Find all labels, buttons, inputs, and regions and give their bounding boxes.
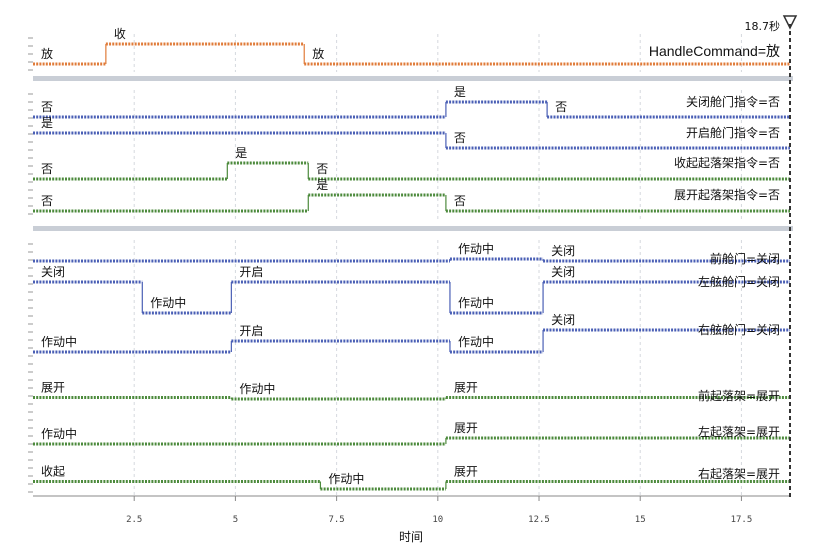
signal-state-label-1-2-1: 是: [235, 146, 247, 160]
signal-readout-2-3: 前起落架=展开: [698, 388, 780, 403]
signal-state-label-2-2-3: 关闭: [551, 313, 575, 327]
x-tick-label-3: 10: [432, 515, 443, 525]
signal-state-label-1-3-2: 否: [454, 194, 466, 208]
signal-state-label-2-1-3: 作动中: [458, 295, 494, 310]
x-tick-label-1: 5: [233, 515, 238, 525]
signal-state-label-2-1-4: 关闭: [551, 265, 575, 279]
signal-state-label-2-1-2: 开启: [239, 265, 263, 279]
signal-state-label-2-2-0: 作动中: [41, 334, 77, 349]
signal-readout-2-2: 右舷舱门=关闭: [698, 322, 780, 337]
signal-readout-1-0: 关闭舱门指令=否: [686, 94, 780, 109]
x-tick-label-0: 2.5: [126, 515, 142, 525]
time-cursor-handle-icon: [782, 15, 798, 30]
signal-state-label-2-0-1: 作动中: [458, 241, 494, 256]
signal-state-label-2-2-2: 作动中: [458, 334, 494, 349]
time-cursor-label: 18.7秒: [745, 19, 781, 33]
signal-state-label-2-4-1: 展开: [454, 421, 478, 435]
signal-state-label-2-5-0: 收起: [41, 465, 65, 479]
signal-readout-1-2: 收起起落架指令=否: [674, 155, 780, 170]
signal-readout-1-1: 开启舱门指令=否: [686, 125, 780, 140]
signal-readout-2-1: 左舷舱门=关闭: [698, 274, 780, 289]
signal-state-label-1-0-0: 否: [41, 100, 53, 114]
signal-state-label-0-0-1: 收: [114, 27, 126, 41]
x-axis-title: 时间: [399, 530, 423, 544]
signal-readout-2-0: 前舱门=关闭: [710, 251, 780, 266]
signal-state-label-2-1-1: 作动中: [150, 295, 186, 310]
signal-readout-2-4: 左起落架=展开: [698, 424, 780, 439]
signal-state-label-2-5-1: 作动中: [328, 471, 364, 486]
signal-state-label-0-0-2: 放: [312, 46, 324, 61]
signal-state-label-1-0-1: 是: [454, 85, 466, 99]
x-tick-label-4: 12.5: [528, 515, 550, 525]
signal-state-label-2-5-2: 展开: [454, 465, 478, 479]
signal-state-label-1-1-1: 否: [454, 131, 466, 145]
signal-state-label-0-0-0: 放: [41, 46, 53, 61]
signal-readout-2-5: 右起落架=展开: [698, 466, 780, 481]
signal-state-label-1-2-2: 否: [316, 162, 328, 176]
x-tick-label-5: 15: [635, 515, 646, 525]
signal-readout-1-3: 展开起落架指令=否: [674, 187, 780, 202]
signal-state-label-1-3-0: 否: [41, 194, 53, 208]
signal-state-label-1-2-0: 否: [41, 162, 53, 176]
signal-readout-0-0: HandleCommand=放: [649, 43, 780, 59]
signal-state-label-2-3-2: 展开: [454, 381, 478, 395]
signal-state-label-2-2-1: 开启: [239, 324, 263, 338]
signal-state-label-1-3-1: 是: [316, 178, 328, 192]
signal-state-label-1-1-0: 是: [41, 116, 53, 130]
signal-state-label-2-1-0: 关闭: [41, 265, 65, 279]
signal-state-label-1-0-2: 否: [555, 100, 567, 114]
x-tick-label-2: 7.5: [328, 515, 344, 525]
panel-separator-2: [33, 226, 793, 231]
panel-separator-1: [33, 76, 793, 81]
signal-state-label-2-3-0: 展开: [41, 381, 65, 395]
signal-state-label-2-0-2: 关闭: [551, 244, 575, 258]
signal-state-label-2-3-1: 作动中: [239, 381, 275, 396]
signal-state-label-2-4-0: 作动中: [41, 426, 77, 441]
x-tick-label-6: 17.5: [731, 515, 753, 525]
